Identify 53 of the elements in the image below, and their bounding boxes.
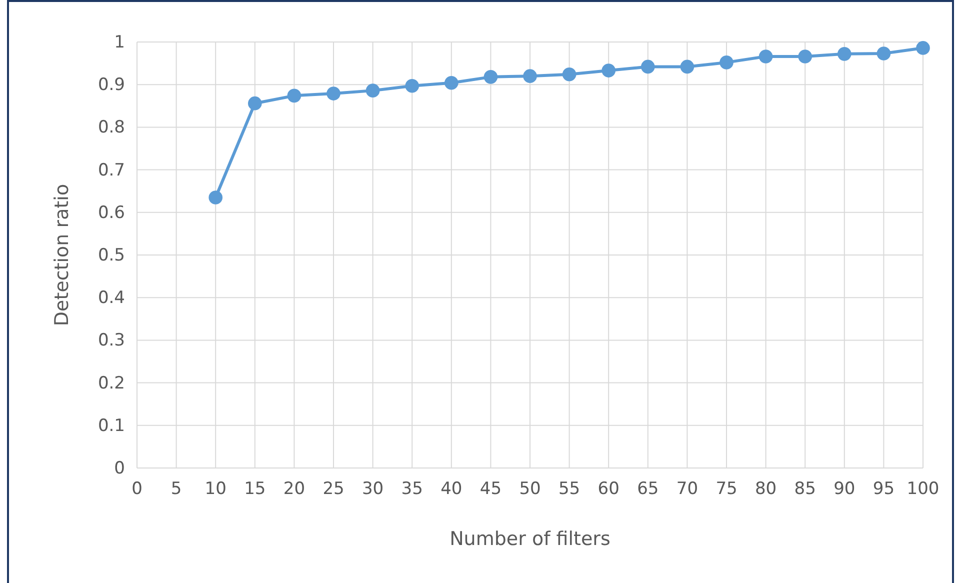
y-tick-label: 0.7: [98, 160, 125, 180]
x-tick-label: 50: [519, 479, 541, 500]
x-tick-label: 65: [637, 479, 659, 500]
point: [484, 70, 498, 84]
x-tick-label: 75: [716, 479, 738, 500]
x-tick-label: 35: [401, 479, 423, 500]
x-tick-label: 85: [794, 479, 816, 500]
x-tick-label: 30: [362, 479, 384, 500]
x-tick-label: 60: [598, 479, 620, 500]
y-tick-label: 0.8: [98, 118, 125, 138]
y-tick-label: 0: [114, 458, 125, 478]
point: [837, 47, 852, 61]
x-tick-label: 100: [906, 479, 940, 500]
x-tick-label: 55: [558, 479, 580, 500]
y-tick-label: 0.3: [98, 330, 125, 351]
point: [876, 46, 891, 60]
point: [640, 60, 655, 74]
point: [287, 88, 302, 103]
point: [562, 67, 576, 82]
y-tick-label: 0.4: [98, 288, 125, 308]
point: [405, 78, 420, 93]
y-tick-label: 0.2: [98, 373, 125, 394]
x-tick-label: 0: [132, 479, 142, 500]
point: [523, 69, 537, 83]
x-tick-label: 5: [170, 479, 182, 500]
point: [248, 96, 262, 110]
point: [602, 64, 616, 78]
y-tick-label: 0.9: [98, 75, 125, 96]
x-tick-label: 20: [283, 479, 306, 500]
x-tick-label: 25: [322, 479, 344, 500]
point: [720, 56, 734, 70]
point: [366, 84, 380, 98]
x-tick-label: 10: [204, 479, 226, 500]
point: [326, 86, 340, 100]
x-tick-label: 80: [754, 479, 777, 500]
x-tick-label: 95: [872, 479, 895, 500]
y-tick-label: 0.5: [98, 245, 125, 266]
y-tick-label: 1: [114, 32, 125, 52]
x-axis-title: Number of filters: [450, 528, 610, 550]
x-tick-label: 90: [834, 479, 856, 500]
point: [208, 190, 223, 204]
x-tick-label: 40: [440, 479, 462, 500]
point: [916, 41, 930, 55]
y-axis-title: Detection ratio: [51, 184, 73, 326]
y-tick-label: 0.1: [98, 416, 125, 436]
point: [680, 60, 694, 74]
x-tick-label: 15: [244, 479, 266, 500]
point: [444, 76, 458, 90]
point: [798, 50, 812, 64]
y-tick-label: 0.6: [98, 202, 125, 223]
point: [758, 50, 773, 64]
x-tick-label: 70: [676, 479, 698, 500]
x-tick-label: 45: [480, 479, 502, 500]
